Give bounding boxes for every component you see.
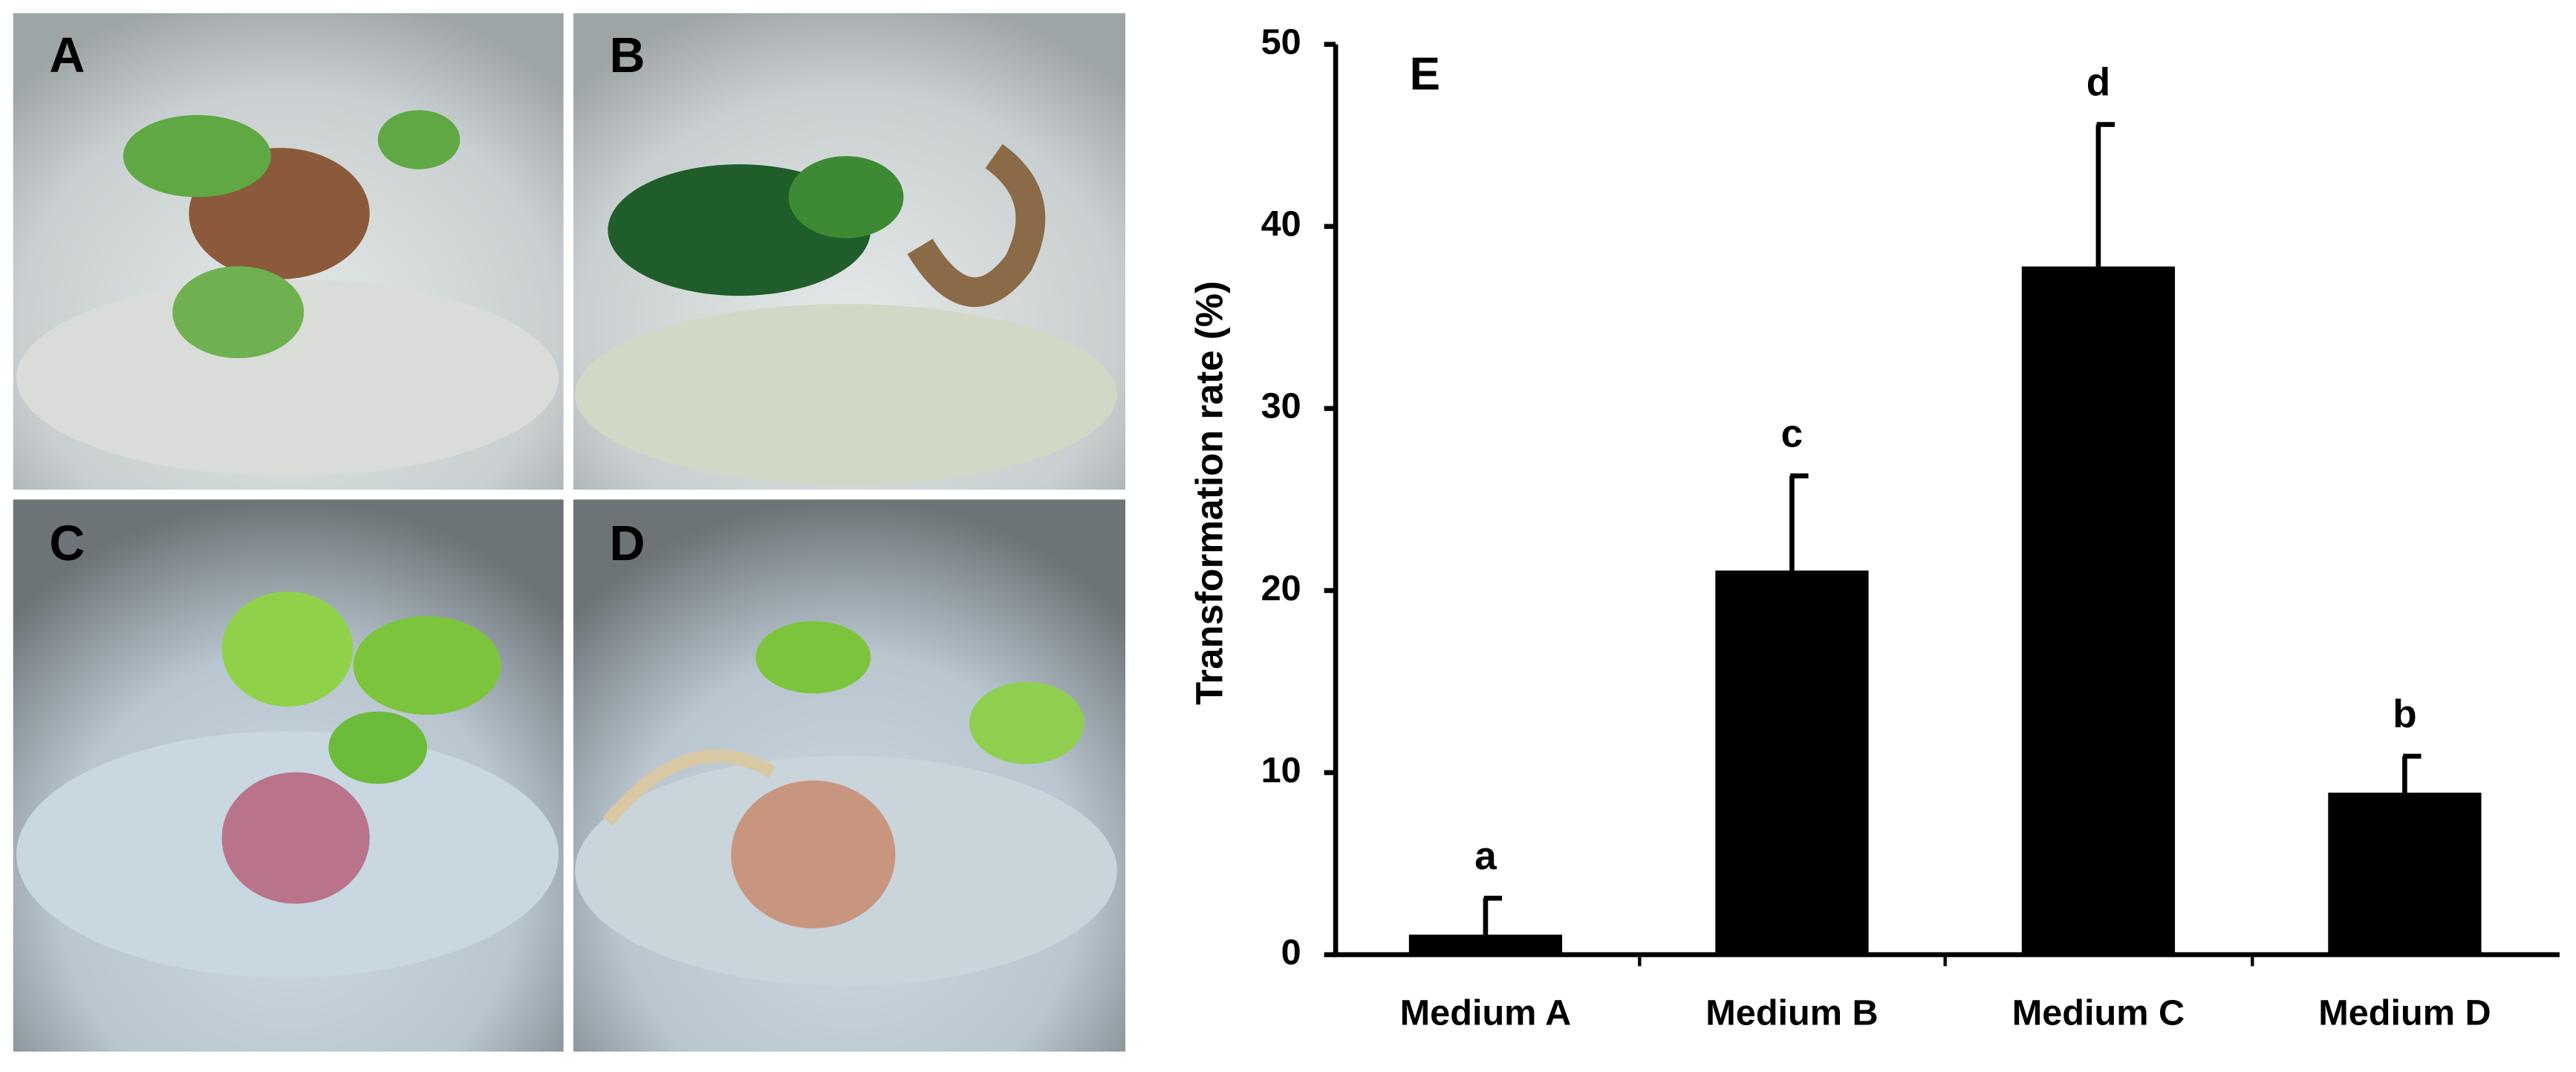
photo-c — [13, 499, 564, 1052]
bar — [1715, 570, 1869, 955]
panel-label: B — [610, 28, 645, 83]
y-tick-label: 30 — [1261, 386, 1301, 426]
y-axis-label: Transformation rate (%) — [1188, 281, 1231, 705]
y-tick-label: 40 — [1261, 204, 1301, 244]
bar — [2328, 792, 2482, 955]
y-tick-label: 20 — [1261, 568, 1301, 608]
photo-d — [573, 499, 1126, 1052]
photo-a — [13, 13, 564, 490]
x-tick-label: Medium B — [1705, 993, 1878, 1033]
panel-label: C — [49, 516, 85, 571]
bar — [2021, 266, 2176, 955]
x-tick-label: Medium C — [2012, 993, 2185, 1033]
photo-b — [573, 13, 1126, 490]
panel-label: D — [610, 516, 645, 571]
x-tick-label: Medium D — [2318, 993, 2491, 1033]
x-tick-label: Medium A — [1400, 993, 1572, 1033]
significance-letter: d — [2087, 60, 2110, 104]
significance-letter: c — [1781, 412, 1803, 455]
significance-letter: b — [2393, 692, 2416, 736]
panel-label: A — [49, 28, 85, 83]
chart: E Transformation rate (%) 0 10 20 30 40 50 Med… — [1188, 22, 2560, 1033]
significance-letter: a — [1474, 834, 1497, 878]
y-tick-label: 0 — [1281, 932, 1301, 972]
panel-label: E — [1410, 48, 1440, 100]
y-tick-label: 50 — [1261, 22, 1301, 62]
bar — [1408, 935, 1563, 955]
y-tick-label: 10 — [1261, 750, 1301, 790]
